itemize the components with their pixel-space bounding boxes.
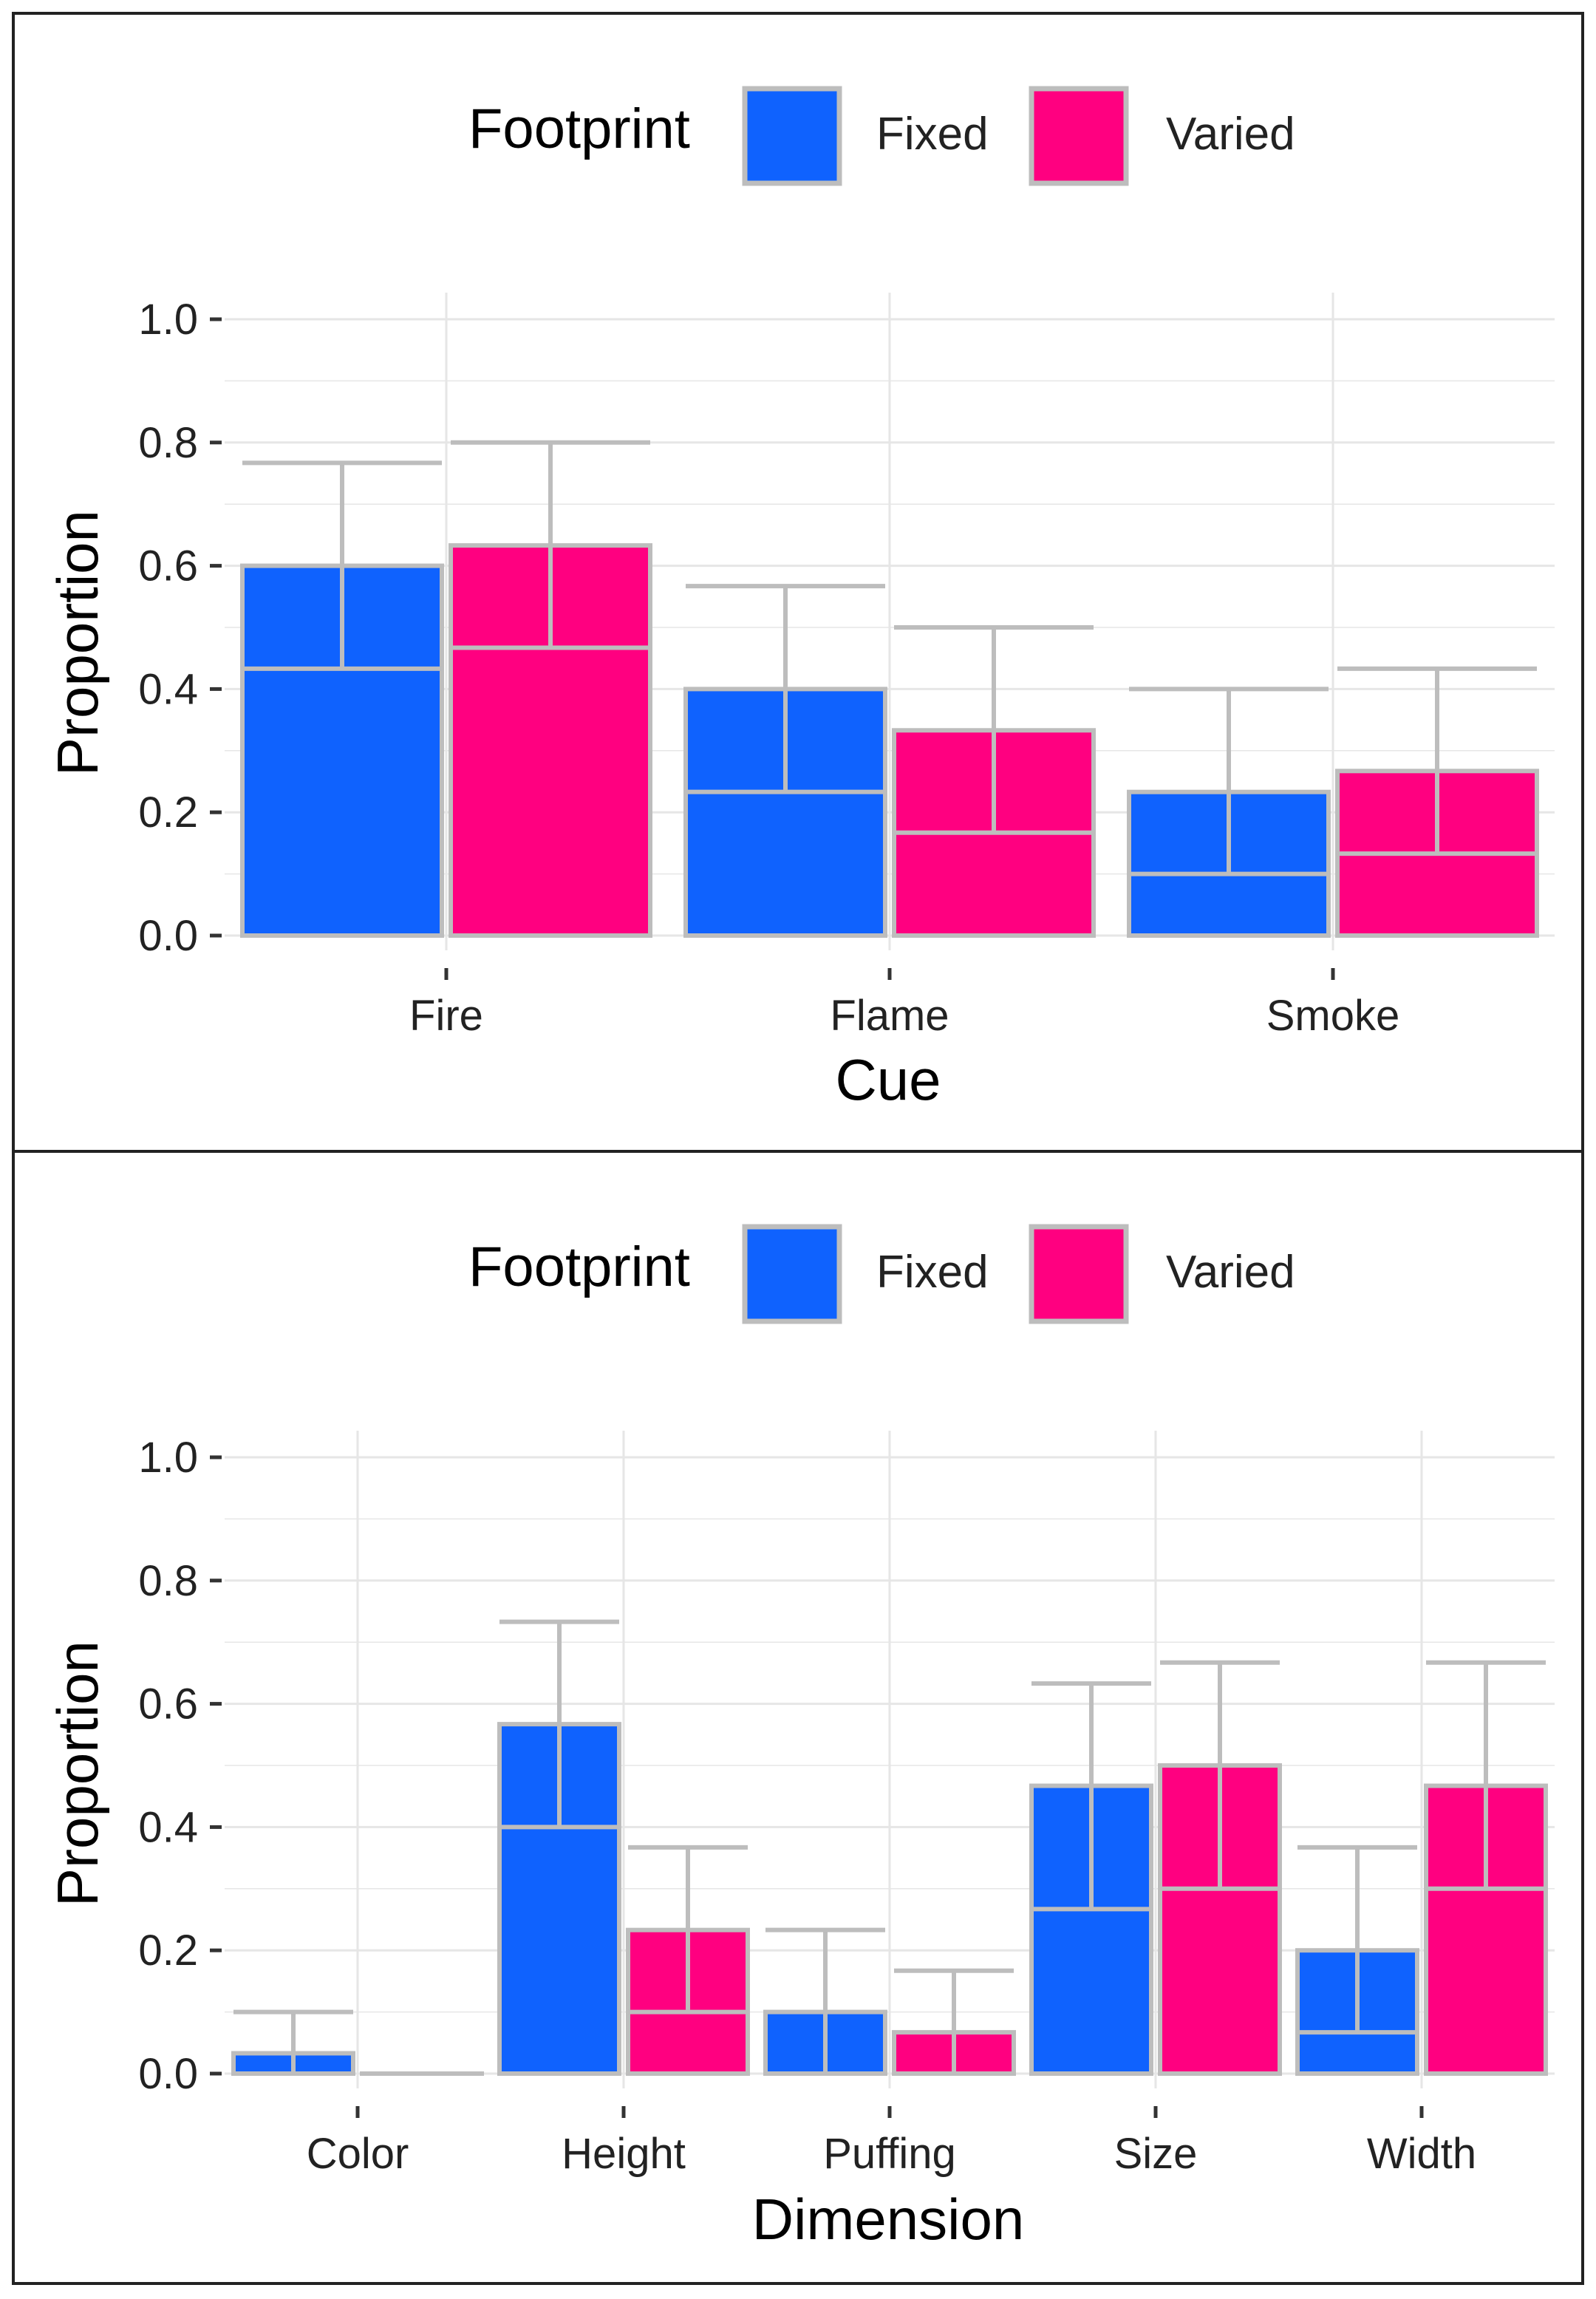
y-tick-label: 0.6 <box>138 1680 198 1728</box>
legend-label-fixed: Fixed <box>876 1247 989 1298</box>
x-tick-label: Fire <box>409 992 483 1040</box>
plot-area: 0.0 0.2 0.4 0.6 0.8 1.0 Color Height Puffing Size… <box>138 1431 1555 2178</box>
legend-label-varied: Varied <box>1166 109 1295 160</box>
x-tick-label: Width <box>1367 2130 1476 2178</box>
y-tick-label: 0.2 <box>138 1927 198 1975</box>
y-tick-label: 0.6 <box>138 542 198 590</box>
x-tick-label: Puffing <box>823 2130 956 2178</box>
y-tick-label: 0.0 <box>138 2050 198 2098</box>
y-tick-label: 0.4 <box>138 665 198 713</box>
x-tick-label: Color <box>307 2130 409 2178</box>
plot-area: 0.0 0.2 0.4 0.6 0.8 1.0 Fire Flame Smoke <box>138 293 1555 1040</box>
x-tick-label: Flame <box>830 992 949 1040</box>
y-tick-label: 0.8 <box>138 1557 198 1605</box>
x-axis-title: Dimension <box>752 2187 1024 2252</box>
y-tick-label: 0.2 <box>138 789 198 837</box>
legend-title: Footprint <box>468 98 690 160</box>
y-axis-title: Proportion <box>45 1641 110 1907</box>
chart-cue: Footprint Fixed Varied 0.0 0.2 0.4 0.6 0.8 1.… <box>45 86 1555 1112</box>
chart-dimension: Footprint Fixed Varied 0.0 0.2 0.4 0.6 0.8 1.… <box>45 1224 1555 2252</box>
legend: Footprint Fixed Varied <box>468 86 1295 186</box>
y-tick-label: 0.4 <box>138 1803 198 1851</box>
y-tick-label: 0.8 <box>138 419 198 467</box>
y-tick-label: 1.0 <box>138 296 198 344</box>
x-tick-label: Height <box>562 2130 686 2178</box>
legend-label-varied: Varied <box>1166 1247 1295 1298</box>
legend-label-fixed: Fixed <box>876 109 989 160</box>
y-axis-title: Proportion <box>45 510 110 776</box>
legend-swatch-varied <box>1029 86 1129 186</box>
legend-swatch-fixed <box>742 1224 842 1324</box>
legend-title: Footprint <box>468 1236 690 1298</box>
chart-panel-dimension: Footprint Fixed Varied 0.0 0.2 0.4 0.6 0.8 1.… <box>12 1150 1584 2285</box>
x-axis-title: Cue <box>835 1047 941 1112</box>
x-tick-label: Size <box>1114 2130 1198 2178</box>
y-tick-label: 1.0 <box>138 1434 198 1482</box>
legend-swatch-varied <box>1029 1224 1129 1324</box>
x-tick-label: Smoke <box>1266 992 1400 1040</box>
y-tick-label: 0.0 <box>138 912 198 960</box>
legend: Footprint Fixed Varied <box>468 1224 1295 1324</box>
chart-panel-cue: Footprint Fixed Varied 0.0 0.2 0.4 0.6 0.8 1.… <box>12 12 1584 1153</box>
legend-swatch-fixed <box>742 86 842 186</box>
